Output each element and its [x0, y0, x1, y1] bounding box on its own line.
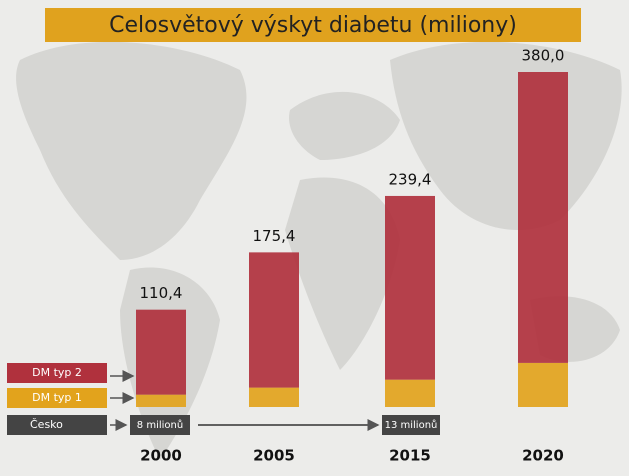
bar-segment [518, 72, 568, 363]
title-box [45, 8, 581, 42]
x-tick-label: 2020 [522, 447, 564, 465]
annotation-box [382, 415, 440, 435]
bar-segment [249, 252, 299, 388]
annotation-box [130, 415, 190, 435]
legend-swatch [7, 388, 107, 408]
x-tick-label: 2015 [389, 447, 431, 465]
legend-swatch [7, 415, 107, 435]
total-label: 110,4 [140, 284, 183, 302]
annotation: 8 milionů [137, 419, 183, 431]
legend-label: DM typ 2 [32, 366, 82, 379]
total-label: 239,4 [389, 170, 432, 188]
bar-segment [385, 379, 435, 407]
x-tick-label: 2000 [140, 447, 182, 465]
total-label: 380,0 [522, 47, 565, 65]
x-tick-label: 2005 [253, 447, 295, 465]
total-label: 175,4 [253, 227, 296, 245]
legend-label: Česko [30, 418, 63, 431]
annotation: 13 milionů [385, 419, 438, 431]
bar-segment [518, 362, 568, 407]
chart-title: Celosvětový výskyt diabetu (miliony) [109, 13, 517, 38]
bar-segment [249, 387, 299, 407]
bar-segment [136, 309, 186, 395]
bar-segment [385, 195, 435, 380]
legend-swatch [7, 363, 107, 383]
legend-label: DM typ 1 [32, 391, 82, 404]
bar-segment [136, 394, 186, 407]
